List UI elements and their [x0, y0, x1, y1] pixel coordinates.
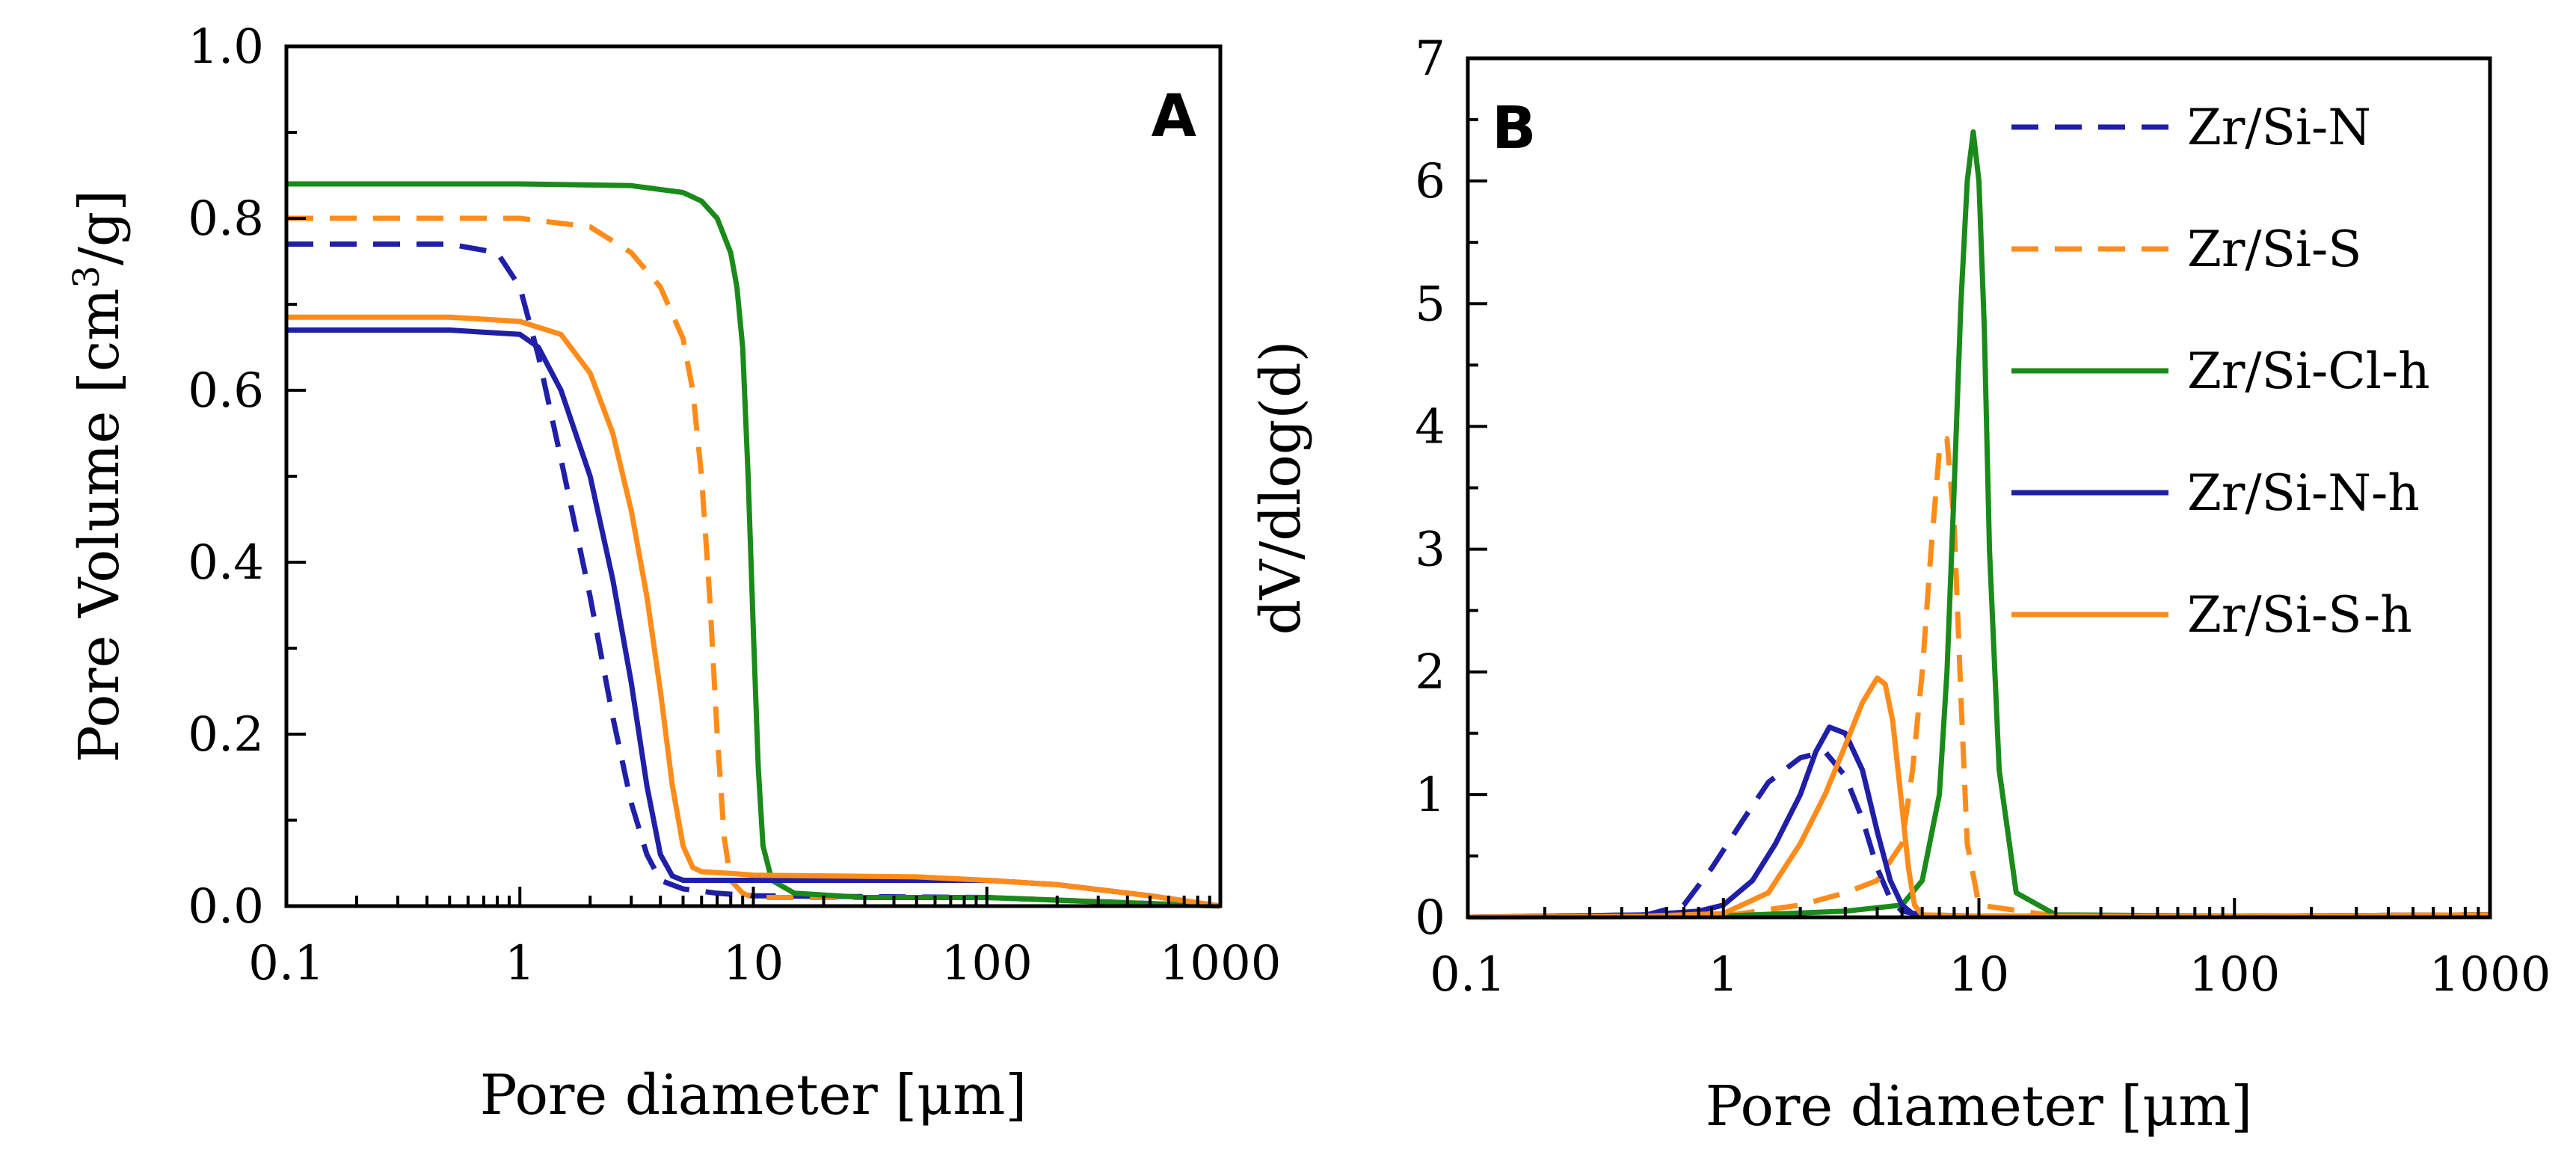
- panel-a-series-zr-si-s: [286, 215, 1221, 909]
- panel-b-label: B: [1492, 95, 1536, 162]
- panel-b-x-axis-title: Pore diameter [μm]: [1706, 1074, 2253, 1139]
- panel-a-series-zr-si-s-h: [286, 314, 1221, 909]
- panel-a-y-tick-label: 0.6: [188, 363, 264, 419]
- panel-b-y-tick-label: 6: [1415, 154, 1445, 209]
- panel-a-ticks: 0.1 1 10 100 1000 0.0 0.2 0.4 0.6 0.8 1.0: [188, 19, 1281, 991]
- panel-a-pore-volume-chart: 0.1 1 10 100 1000 0.0 0.2 0.4 0.6 0.8 1.0 A Pore d…: [66, 19, 1281, 1127]
- panel-b-y-tick-label: 1: [1415, 768, 1445, 823]
- panel-b-y-tick-label: 2: [1415, 645, 1445, 701]
- panel-b-legend: Zr/Si-N Zr/Si-S Zr/Si-Cl-h Zr/Si-N-h Zr/Si-S…: [2011, 99, 2430, 644]
- panel-a-y-tick-label: 1.0: [188, 19, 264, 75]
- panel-b-y-axis-title: dV/dlog(d): [1249, 341, 1313, 635]
- panel-b-distribution-chart: 0.1 1 10 100 1000 0 1 2 3 4 5 6 7 B Pore diameter [μ…: [1249, 31, 2551, 1139]
- panel-a-series-zr-si-cl-h: [286, 181, 1221, 909]
- panel-b-ticks: 0.1 1 10 100 1000 0 1 2 3 4 5 6 7: [1415, 31, 2551, 1003]
- panel-b-y-tick-label: 4: [1415, 399, 1445, 455]
- panel-a-x-tick-label: 1000: [1160, 936, 1282, 991]
- panel-b-legend-label-zr-si-s: Zr/Si-S: [2187, 221, 2361, 278]
- panel-a-y-tick-label: 0.2: [188, 707, 264, 763]
- panel-b-legend-label-zr-si-s-h: Zr/Si-S-h: [2187, 586, 2412, 644]
- panel-a-y-tick-label: 0.4: [188, 535, 264, 591]
- panel-a-x-tick-label: 0.1: [248, 936, 325, 991]
- panel-b-y-tick-label: 0: [1415, 890, 1445, 946]
- panel-a-x-tick-label: 10: [723, 936, 784, 991]
- panel-b-series-zr-si-s: [1467, 436, 2491, 920]
- panel-b-y-tick-label: 5: [1415, 277, 1445, 332]
- panel-b-x-tick-label: 0.1: [1430, 947, 1506, 1003]
- panel-a-series-zr-si-n: [286, 241, 1221, 909]
- panel-a-plot-frame: [284, 44, 1223, 908]
- panel-a-x-tick-label: 1: [505, 936, 535, 991]
- panel-b-legend-label-zr-si-n-h: Zr/Si-N-h: [2187, 464, 2420, 522]
- panel-a-x-tick-label: 100: [941, 936, 1033, 991]
- panel-a-x-axis-title: Pore diameter [μm]: [480, 1063, 1027, 1127]
- panel-a-y-axis-title: Pore Volume [cm3/g]: [66, 190, 132, 763]
- panel-b-legend-label-zr-si-n: Zr/Si-N: [2187, 99, 2371, 156]
- panel-b-x-tick-label: 1000: [2429, 947, 2551, 1003]
- panel-b-x-tick-label: 1: [1708, 947, 1739, 1003]
- panel-a-y-tick-label: 0.8: [188, 191, 264, 247]
- panel-a-label: A: [1152, 83, 1196, 150]
- panel-a-y-tick-label: 0.0: [188, 879, 264, 935]
- panel-b-x-tick-label: 100: [2189, 947, 2280, 1003]
- panel-b-y-tick-label: 3: [1415, 523, 1445, 578]
- panel-b-series-zr-si-n-h: [1467, 724, 2491, 920]
- panel-b-series-zr-si-s-h: [1467, 675, 2491, 920]
- panel-a-y-axis-title-superscript: 3: [66, 265, 108, 289]
- panel-b-y-tick-label: 7: [1415, 31, 1445, 87]
- panel-a-y-axis-title-main: Pore Volume [cm: [67, 289, 132, 763]
- panel-b-legend-label-zr-si-cl-h: Zr/Si-Cl-h: [2187, 342, 2430, 400]
- panel-a-series: [286, 181, 1221, 909]
- panel-b-x-tick-label: 10: [1949, 947, 2009, 1003]
- panel-a-y-axis-title-end: /g]: [67, 190, 132, 265]
